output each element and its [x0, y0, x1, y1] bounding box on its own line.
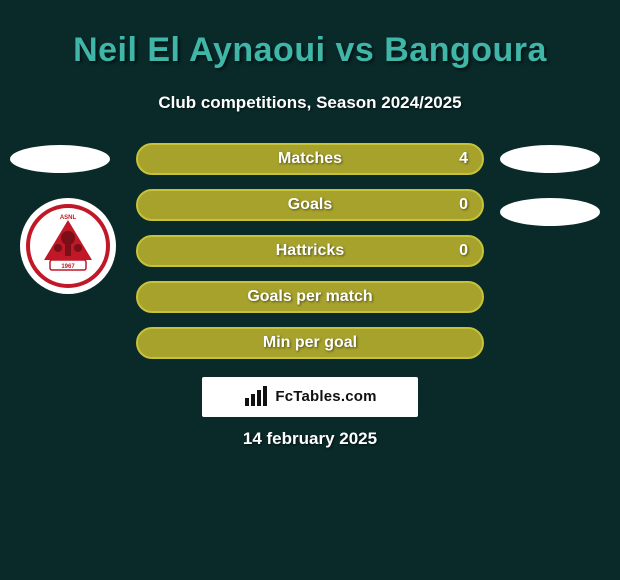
club-badge: 1967 ASNL: [20, 198, 116, 294]
stats-block: Matches 4 Goals 0 Hattricks 0 Goals per …: [136, 143, 484, 373]
subtitle: Club competitions, Season 2024/2025: [0, 93, 620, 113]
stat-row-matches: Matches 4: [136, 143, 484, 175]
stat-row-hattricks: Hattricks 0: [136, 235, 484, 267]
club-badge-icon: 1967 ASNL: [26, 204, 110, 288]
footer-logo[interactable]: FcTables.com: [202, 377, 418, 417]
stat-value: 0: [459, 237, 468, 265]
bar-chart-icon: [243, 386, 269, 408]
stat-label: Goals: [138, 191, 482, 219]
player-photo-placeholder-right-1: [500, 145, 600, 173]
stat-row-gpm: Goals per match: [136, 281, 484, 313]
stat-label: Hattricks: [138, 237, 482, 265]
date-text: 14 february 2025: [0, 429, 620, 449]
badge-year: 1967: [61, 264, 75, 270]
stat-label: Goals per match: [138, 283, 482, 311]
stat-row-mpg: Min per goal: [136, 327, 484, 359]
player-photo-placeholder-right-2: [500, 198, 600, 226]
stat-value: 4: [459, 145, 468, 173]
badge-top-text: ASNL: [60, 215, 77, 221]
stat-value: 0: [459, 191, 468, 219]
footer-text: FcTables.com: [275, 388, 376, 405]
page-title: Neil El Aynaoui vs Bangoura: [0, 23, 620, 70]
stat-label: Matches: [138, 145, 482, 173]
player-photo-placeholder-left: [10, 145, 110, 173]
stat-row-goals: Goals 0: [136, 189, 484, 221]
stat-label: Min per goal: [138, 329, 482, 357]
root: Neil El Aynaoui vs Bangoura Club competi…: [0, 23, 620, 580]
